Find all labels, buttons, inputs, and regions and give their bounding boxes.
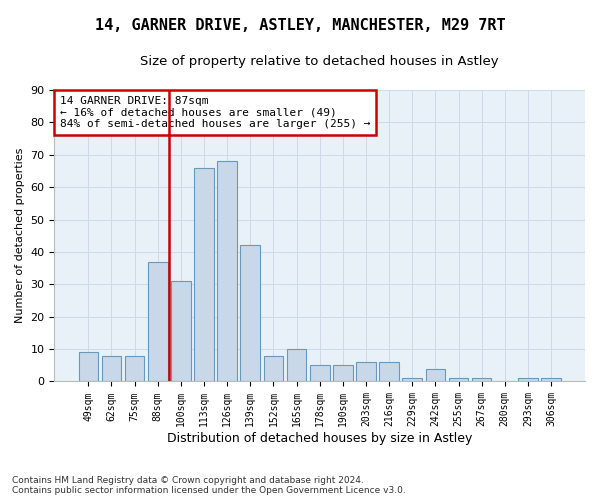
Bar — [125, 356, 145, 382]
Bar — [241, 246, 260, 382]
Bar — [79, 352, 98, 382]
Bar — [518, 378, 538, 382]
Bar — [194, 168, 214, 382]
Bar — [287, 349, 307, 382]
Text: 14 GARNER DRIVE: 87sqm
← 16% of detached houses are smaller (49)
84% of semi-det: 14 GARNER DRIVE: 87sqm ← 16% of detached… — [60, 96, 370, 129]
Bar — [449, 378, 469, 382]
Title: Size of property relative to detached houses in Astley: Size of property relative to detached ho… — [140, 55, 499, 68]
Bar — [356, 362, 376, 382]
Bar — [217, 161, 237, 382]
X-axis label: Distribution of detached houses by size in Astley: Distribution of detached houses by size … — [167, 432, 472, 445]
Bar — [425, 368, 445, 382]
Bar — [148, 262, 167, 382]
Bar — [403, 378, 422, 382]
Y-axis label: Number of detached properties: Number of detached properties — [15, 148, 25, 324]
Bar — [171, 281, 191, 382]
Text: Contains HM Land Registry data © Crown copyright and database right 2024.
Contai: Contains HM Land Registry data © Crown c… — [12, 476, 406, 495]
Bar — [333, 366, 353, 382]
Bar — [541, 378, 561, 382]
Text: 14, GARNER DRIVE, ASTLEY, MANCHESTER, M29 7RT: 14, GARNER DRIVE, ASTLEY, MANCHESTER, M2… — [95, 18, 505, 32]
Bar — [472, 378, 491, 382]
Bar — [310, 366, 329, 382]
Bar — [263, 356, 283, 382]
Bar — [379, 362, 399, 382]
Bar — [101, 356, 121, 382]
